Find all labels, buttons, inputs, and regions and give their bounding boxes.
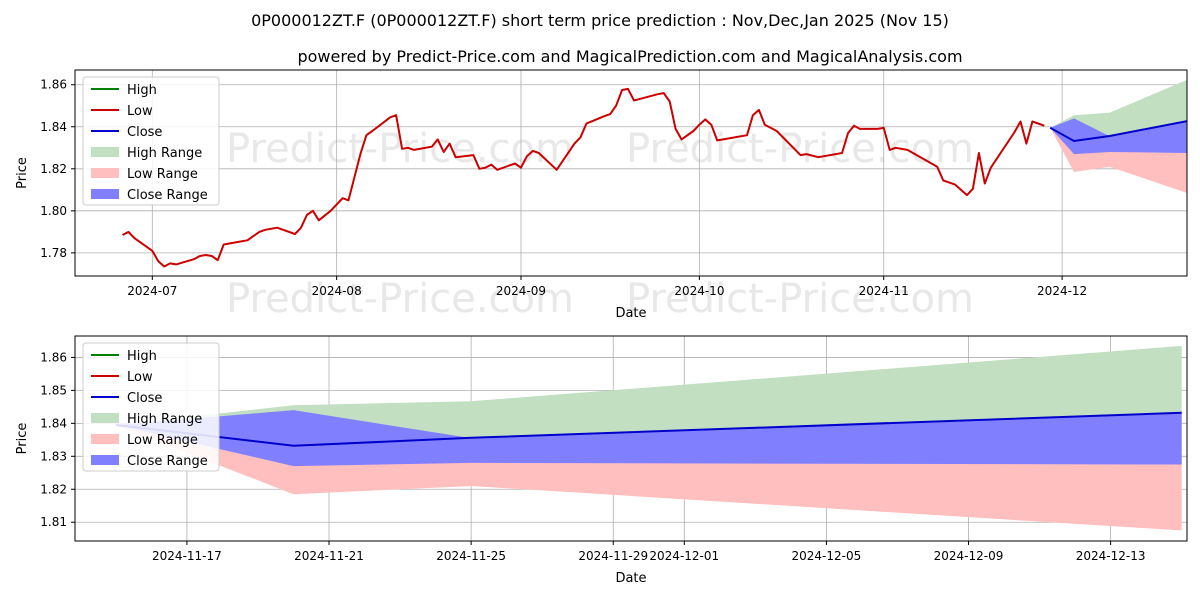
y-axis-label: Price <box>15 423 30 455</box>
x-axis-label: Date <box>615 306 646 321</box>
legend-swatch-patch <box>91 168 119 178</box>
legend-label: High <box>127 349 157 364</box>
legend-label: High Range <box>127 146 202 161</box>
legend-label: Low Range <box>127 433 198 448</box>
y-tick-label: 1.86 <box>40 78 67 92</box>
y-axis-label: Price <box>15 157 30 189</box>
x-tick-label: 2024-10 <box>674 284 724 298</box>
y-tick-label: 1.83 <box>40 449 67 463</box>
plot-frame <box>74 69 1188 277</box>
legend: High Low Close High Range Low Range Close Ran… <box>82 342 220 472</box>
watermark-text: Predict-Price.com <box>626 276 974 322</box>
x-tick-label: 2024-12-01 <box>649 549 719 563</box>
x-tick-label: 2024-11-21 <box>294 549 364 563</box>
x-tick-label: 2024-11-29 <box>578 549 648 563</box>
legend-swatch-patch <box>91 455 119 465</box>
x-tick-label: 2024-12-05 <box>792 549 862 563</box>
x-tick-label: 2024-12-13 <box>1076 549 1146 563</box>
plot-frame <box>74 335 1188 542</box>
close-range-band <box>115 410 1182 467</box>
watermark-text: Predict-Price.com <box>626 126 974 172</box>
chart-subtitle: powered by Predict-Price.com and Magical… <box>297 47 962 66</box>
legend-swatch-patch <box>91 434 119 444</box>
x-tick-label: 2024-09 <box>496 284 546 298</box>
x-axis-label: Date <box>615 571 646 586</box>
x-tick-label: 2024-12-09 <box>934 549 1004 563</box>
forecast-chart-panel: 1.81 1.82 1.83 1.84 1.85 1.86 2024-11-17 2024-1… <box>15 335 1188 586</box>
watermark-text: Predict-Price.com <box>226 276 574 322</box>
x-tick-label: 2024-12 <box>1037 284 1087 298</box>
x-tick-label: 2024-11-25 <box>436 549 506 563</box>
close-range-band <box>1050 118 1187 155</box>
plot-area <box>115 345 1182 531</box>
legend-label: Close <box>127 125 162 140</box>
y-tick-label: 1.82 <box>40 482 67 496</box>
grid-lines <box>75 70 1187 276</box>
y-tick-label: 1.84 <box>40 120 67 134</box>
legend-label: Close <box>127 391 162 406</box>
plot-area <box>122 79 1187 268</box>
close-forecast-line <box>1049 120 1187 143</box>
legend-label: High Range <box>127 412 202 427</box>
legend-label: High <box>127 83 157 98</box>
x-tick-label: 2024-07 <box>127 284 177 298</box>
y-tick-label: 1.85 <box>40 383 67 397</box>
legend-swatch-patch <box>91 147 119 157</box>
legend-label: Close Range <box>127 454 208 469</box>
x-tick-label: 2024-11 <box>859 284 909 298</box>
legend-label: Low Range <box>127 167 198 182</box>
legend-label: Close Range <box>127 188 208 203</box>
legend-swatch-patch <box>91 413 119 423</box>
chart-title: 0P000012ZT.F (0P000012ZT.F) short term p… <box>251 11 949 30</box>
legend-label: Low <box>127 370 153 385</box>
x-tick-label: 2024-08 <box>312 284 362 298</box>
y-tick-label: 1.82 <box>40 162 67 176</box>
y-tick-label: 1.80 <box>40 204 67 218</box>
y-tick-label: 1.81 <box>40 515 67 529</box>
high-range-band <box>115 345 1182 446</box>
x-tick-label: 2024-11-17 <box>152 549 222 563</box>
y-tick-label: 1.86 <box>40 350 67 364</box>
history-chart-panel: 1.78 1.80 1.82 1.84 1.86 2024-07 2024-08 2024-0… <box>15 69 1188 321</box>
legend-swatch-patch <box>91 189 119 199</box>
low-series-line <box>122 87 1045 268</box>
y-tick-label: 1.78 <box>40 246 67 260</box>
legend: High Low Close High Range Low Range Close Ran… <box>82 76 220 206</box>
legend-label: Low <box>127 104 153 119</box>
y-tick-label: 1.84 <box>40 416 67 430</box>
